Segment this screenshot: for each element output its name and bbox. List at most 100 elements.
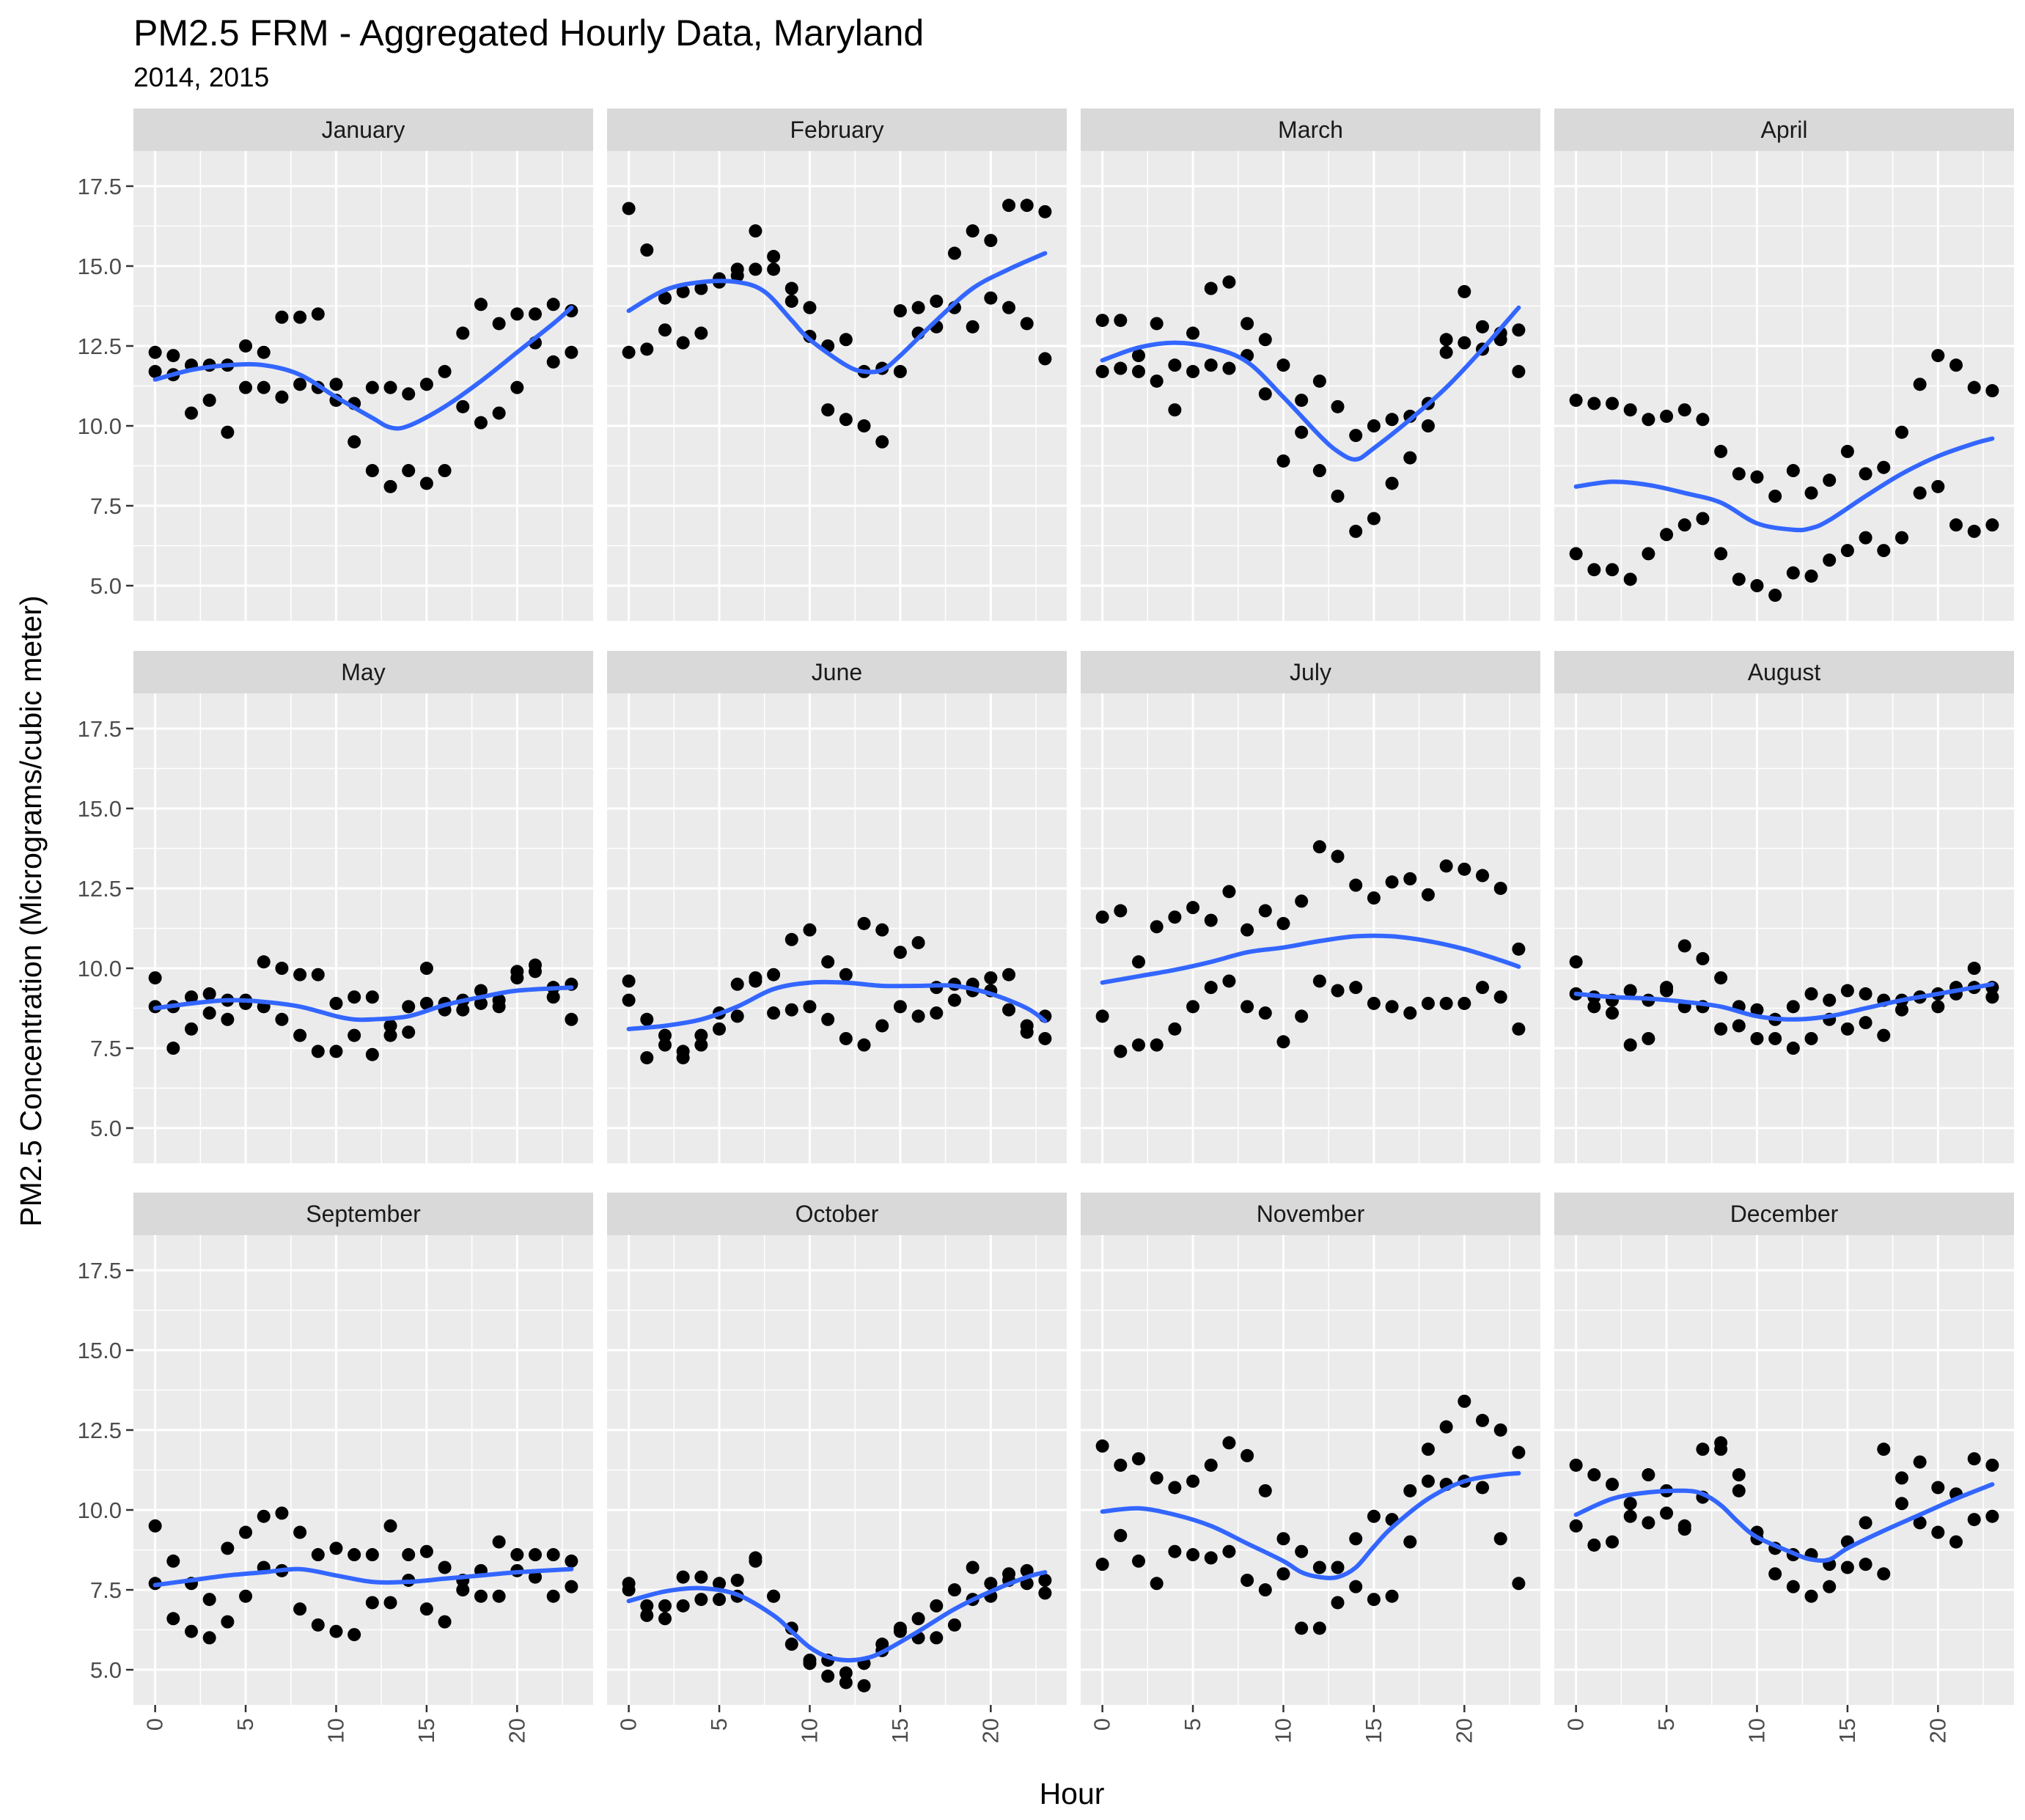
data-point (1967, 962, 1981, 976)
panel-june: June (607, 651, 1067, 1163)
data-point (166, 349, 180, 363)
data-point (1512, 942, 1526, 956)
data-point (1439, 996, 1453, 1010)
data-point (221, 1615, 235, 1629)
data-point (456, 399, 470, 413)
data-point (1696, 951, 1710, 965)
data-point (1295, 894, 1309, 908)
data-point (1421, 1474, 1435, 1488)
data-point (402, 1548, 416, 1562)
data-point (1114, 314, 1128, 328)
data-point (1458, 336, 1471, 350)
data-point (1204, 913, 1218, 927)
data-point (365, 1596, 379, 1610)
data-point (713, 1593, 727, 1607)
panel-march: March (1081, 108, 1540, 621)
x-tick-label: 0 (142, 1718, 168, 1731)
data-point (1295, 1009, 1309, 1023)
data-point (438, 1615, 452, 1629)
x-tick-label: 5 (1653, 1718, 1679, 1731)
data-point (730, 977, 744, 991)
data-point (546, 298, 560, 312)
data-point (1714, 1443, 1728, 1456)
data-point (1276, 1035, 1290, 1049)
data-point (1840, 544, 1854, 558)
data-point (529, 307, 543, 321)
data-point (1168, 358, 1182, 372)
data-point (893, 364, 907, 378)
data-point (1241, 1000, 1254, 1014)
data-point (622, 1583, 636, 1597)
data-point (1913, 486, 1927, 500)
data-point (1840, 984, 1854, 998)
data-point (1295, 425, 1309, 439)
data-point (474, 298, 488, 312)
data-point (1750, 1003, 1764, 1017)
data-point (1241, 923, 1254, 937)
strip-label-december: December (1730, 1201, 1839, 1227)
data-point (676, 284, 690, 298)
smooth-line-november (1100, 1470, 1521, 1580)
x-tick-label: 5 (232, 1718, 258, 1731)
data-point (1331, 850, 1345, 863)
data-point (1660, 409, 1674, 423)
data-point (221, 1541, 235, 1555)
x-tick-label: 15 (1361, 1718, 1386, 1743)
data-point (784, 932, 798, 946)
data-point (1967, 1452, 1981, 1466)
data-point (1114, 361, 1128, 375)
data-point (221, 1012, 235, 1026)
data-point (1258, 1484, 1272, 1497)
data-point (640, 1599, 654, 1613)
data-point (1714, 444, 1728, 458)
data-point (1476, 320, 1490, 334)
data-point (1623, 984, 1637, 998)
data-point (1095, 1439, 1109, 1453)
data-point (257, 345, 271, 359)
data-point (1403, 451, 1417, 465)
data-point (474, 984, 488, 998)
data-point (1312, 374, 1326, 388)
data-point (1877, 1443, 1891, 1456)
x-tick-label: 10 (796, 1718, 822, 1743)
data-point (1367, 512, 1381, 526)
data-point (784, 1003, 798, 1017)
y-tick-label: 10.0 (78, 1497, 122, 1523)
data-point (1295, 1544, 1309, 1558)
data-point (148, 345, 162, 359)
data-point (383, 479, 397, 493)
data-point (1696, 413, 1710, 427)
x-tick-label: 0 (616, 1718, 642, 1731)
data-point (640, 1012, 654, 1026)
data-point (1020, 317, 1034, 331)
data-point (839, 968, 853, 981)
data-point (676, 1570, 690, 1584)
data-point (1385, 413, 1399, 427)
data-point (1786, 1042, 1800, 1055)
data-point (1493, 1423, 1507, 1437)
x-tick-label: 10 (1743, 1718, 1769, 1743)
data-point (275, 390, 289, 404)
y-tick-label: 12.5 (78, 876, 122, 902)
data-point (1768, 1567, 1782, 1581)
data-point (930, 294, 944, 308)
chart-title: PM2.5 FRM - Aggregated Hourly Data, Mary… (133, 12, 924, 54)
data-point (293, 1525, 307, 1539)
data-point (1587, 397, 1601, 410)
data-point (984, 1577, 998, 1591)
data-point (803, 1657, 817, 1670)
data-point (402, 464, 416, 478)
y-tick-label: 12.5 (78, 1418, 122, 1443)
data-point (1677, 939, 1691, 953)
data-point (1732, 572, 1746, 586)
data-point (857, 916, 871, 930)
panel-november: November 0 5 10 15 20 (1081, 1193, 1540, 1743)
data-point (640, 1051, 654, 1065)
data-point (1458, 862, 1471, 876)
data-point (348, 990, 361, 1004)
data-point (839, 1031, 853, 1045)
data-point (1349, 429, 1363, 443)
data-point (1768, 489, 1782, 503)
strip-september (133, 1193, 593, 1235)
data-point (510, 380, 524, 394)
